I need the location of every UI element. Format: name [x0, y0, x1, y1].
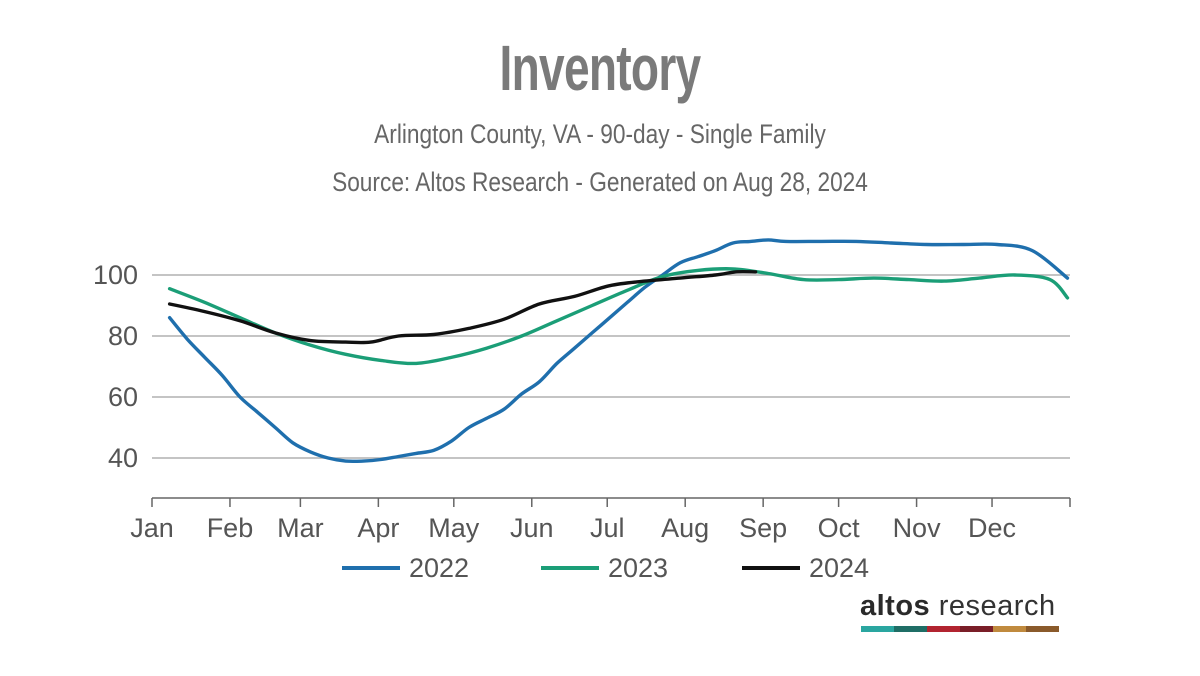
legend: 2022 2023 2024 — [342, 553, 869, 583]
brand-wordmark: altos research — [860, 588, 1056, 624]
x-tick-label: Oct — [818, 513, 861, 543]
series-lines — [167, 238, 1070, 464]
series-line-2022 — [167, 238, 1070, 464]
x-tick-label: Dec — [968, 513, 1016, 543]
y-tick-label: 100 — [93, 260, 138, 290]
series-line-2023 — [167, 267, 1070, 366]
chart-subtitle: Arlington County, VA - 90-day - Single F… — [374, 119, 826, 149]
legend-label-2023: 2023 — [608, 553, 668, 583]
chart-source-note: Source: Altos Research - Generated on Au… — [332, 167, 868, 197]
x-axis: Jan Feb Mar Apr May Jun Jul Aug Sep Oct Nov Dec — [130, 497, 1071, 543]
x-tick-label: May — [428, 513, 480, 543]
x-tick-label: Jan — [130, 513, 174, 543]
brand-name-bold: altos — [860, 590, 931, 622]
brand-name-regular: research — [930, 590, 1056, 622]
x-tick-label: Jul — [590, 513, 625, 543]
y-tick-label: 60 — [108, 382, 138, 412]
brand-stripe-segment — [1026, 626, 1059, 632]
brand-stripe-segment — [993, 626, 1026, 632]
legend-label-2024: 2024 — [809, 553, 869, 583]
brand-stripe-segment — [861, 626, 894, 632]
altos-research-logo: altos research — [860, 588, 1060, 632]
y-tick-label: 80 — [108, 321, 138, 351]
x-tick-label: Apr — [357, 513, 399, 543]
y-axis-ticks: 40 60 80 100 — [93, 260, 138, 473]
x-tick-label: Nov — [893, 513, 942, 543]
series-line-2024 — [167, 269, 758, 345]
y-tick-label: 40 — [108, 443, 138, 473]
x-tick-label: Aug — [661, 513, 709, 543]
gridlines — [152, 274, 1070, 459]
brand-stripe-segment — [894, 626, 927, 632]
chart-title: Inventory — [499, 32, 702, 104]
x-tick-label: Sep — [739, 513, 787, 543]
legend-label-2022: 2022 — [409, 553, 469, 583]
x-tick-label: Mar — [277, 513, 324, 543]
brand-stripe-segment — [960, 626, 993, 632]
brand-color-stripe — [861, 626, 1059, 632]
brand-stripe-segment — [927, 626, 960, 632]
x-tick-label: Jun — [510, 513, 554, 543]
x-tick-label: Feb — [207, 513, 254, 543]
